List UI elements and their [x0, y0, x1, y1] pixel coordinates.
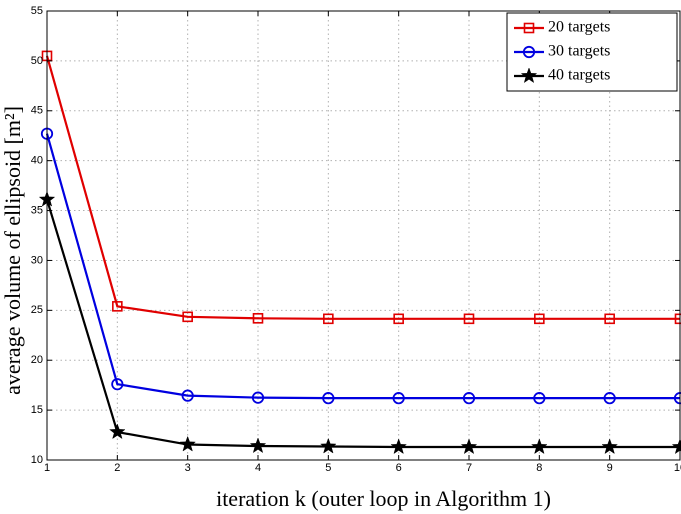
y-tick-label: 55 [31, 5, 43, 17]
legend-entry: 20 targets [514, 19, 610, 36]
series-line [45, 133, 680, 400]
data-point-circle [251, 391, 265, 404]
data-point-square [463, 313, 475, 325]
data-point-square [252, 313, 264, 324]
data-point-star [179, 435, 196, 452]
data-point-square [112, 301, 123, 312]
series-square [41, 50, 681, 325]
x-tick-label: 6 [396, 462, 402, 474]
x-tick-label: 4 [255, 462, 261, 474]
y-tick-label: 10 [31, 454, 43, 466]
legend: 20 targets 30 targets 40 targets [506, 12, 678, 92]
y-tick-label: 40 [31, 155, 43, 167]
series-line [45, 199, 680, 449]
data-point-square [604, 313, 615, 325]
series-star [38, 190, 681, 455]
x-tick-label: 10 [674, 462, 681, 474]
data-point-square [393, 313, 404, 325]
data-point-star [249, 437, 267, 454]
x-axis-title-text: iteration k (outer loop in Algorithm 1) [216, 486, 551, 511]
data-point-star [460, 438, 478, 455]
y-tick-label: 45 [31, 105, 43, 117]
legend-entry: 30 targets [514, 43, 610, 60]
series-circle [40, 127, 681, 405]
y-tick-label: 30 [31, 254, 43, 266]
x-tick-label: 9 [607, 462, 613, 474]
x-tick-label: 7 [466, 462, 472, 474]
x-tick-label: 8 [536, 462, 542, 474]
data-point-star [531, 438, 548, 455]
y-tick-label: 50 [31, 55, 43, 67]
data-point-square [323, 313, 334, 325]
data-point-circle [181, 389, 194, 402]
data-point-circle [603, 392, 616, 405]
x-tick-label: 3 [185, 462, 191, 474]
data-point-star [601, 438, 618, 455]
legend-label: 30 targets [548, 43, 610, 60]
y-tick-label: 15 [31, 404, 43, 416]
legend-box [506, 12, 678, 92]
x-tick-label: 1 [44, 462, 50, 474]
legend-label: 20 targets [548, 19, 610, 36]
series-line [45, 55, 680, 320]
legend-entry: 40 targets [514, 67, 610, 84]
x-tick-label: 2 [114, 462, 120, 474]
y-tick-label: 25 [31, 304, 43, 316]
legend-label: 40 targets [548, 67, 610, 84]
y-axis-title: average volume of ellipsoid [m²] [0, 106, 25, 395]
x-axis-title: iteration k (outer loop in Algorithm 1) [216, 486, 551, 511]
data-point-circle [533, 392, 546, 405]
data-point-circle [462, 392, 476, 405]
ticks: 1234567891010152025303540455055 [31, 5, 681, 474]
data-point-circle [522, 45, 536, 59]
x-tick-label: 5 [325, 462, 331, 474]
plot-area-frame [46, 10, 681, 461]
data-point-square [182, 311, 193, 323]
data-point-circle [111, 378, 124, 391]
data-point-circle [322, 392, 335, 405]
data-point-square [534, 313, 545, 325]
data-point-square [523, 22, 535, 34]
y-tick-label: 35 [31, 204, 43, 216]
data-point-star [109, 423, 126, 440]
data-point-star [390, 438, 407, 455]
grid [47, 11, 680, 460]
data-point-star [320, 437, 337, 454]
data-point-circle [392, 392, 405, 405]
data-point-star [520, 67, 538, 84]
series-layer [38, 50, 681, 455]
y-tick-label: 20 [31, 354, 43, 366]
